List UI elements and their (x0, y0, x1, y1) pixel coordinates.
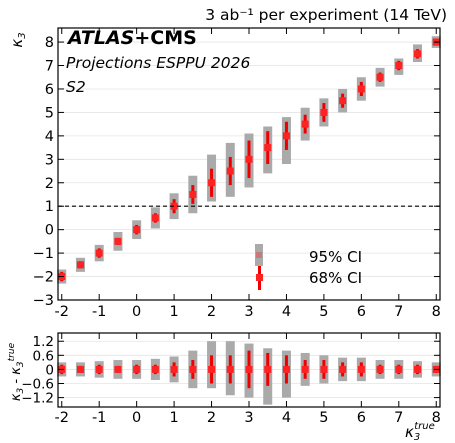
main-x-tick-label: 6 (357, 304, 366, 320)
main-x-tick-label: 0 (132, 304, 141, 320)
x-tick-label: 4 (282, 410, 291, 426)
x-tick-label: -1 (92, 410, 106, 426)
main-x-tick-label: -2 (55, 304, 69, 320)
main-ytick-label: 0 (45, 223, 54, 239)
res-point (301, 365, 309, 373)
atlas-label: ATLAS+CMS (66, 27, 197, 49)
res-point (151, 365, 159, 373)
main-x-tick-label: 1 (169, 304, 178, 320)
residual-y-axis-label: κ3 - κ3true (7, 342, 26, 401)
res-point (395, 365, 403, 373)
res-point (170, 365, 178, 373)
main-ytick-label: −1 (33, 246, 54, 262)
scenario-label: S2 (66, 78, 86, 96)
main-point (189, 190, 197, 198)
res-point (189, 365, 197, 373)
main-point (320, 108, 328, 116)
res-point (208, 365, 216, 373)
main-y-axis-label: κ3 (8, 32, 28, 47)
x-tick-label: 3 (244, 410, 253, 426)
main-ytick-label: −3 (33, 293, 54, 309)
x-tick-label: 0 (132, 410, 141, 426)
main-x-tick-label: 5 (319, 304, 328, 320)
res-point (339, 365, 347, 373)
main-point (170, 202, 178, 210)
res-point (76, 365, 84, 373)
res-point (414, 365, 422, 373)
energy-label: 3 ab⁻¹ per experiment (14 TeV) (205, 6, 447, 24)
main-ytick-label: −2 (33, 270, 54, 286)
main-x-tick-label: 4 (282, 304, 291, 320)
main-point (264, 144, 272, 152)
main-point (114, 237, 122, 245)
main-ytick-label: 8 (45, 35, 54, 51)
main-ytick-label: 2 (45, 176, 54, 192)
main-ytick-label: 1 (45, 199, 54, 215)
main-x-tick-label: 7 (394, 304, 403, 320)
x-axis-label: κ3true (405, 421, 435, 443)
main-ytick-label: 6 (45, 82, 54, 98)
main-point (226, 167, 234, 175)
main-point (282, 132, 290, 140)
legend-ci95-marker (256, 252, 262, 258)
x-tick-label: 6 (357, 410, 366, 426)
res-point (114, 365, 122, 373)
x-tick-label: 8 (432, 410, 441, 426)
main-x-tick-label: 2 (207, 304, 216, 320)
legend-ci68-label: 68% CI (309, 269, 362, 287)
legend-ci68-marker (256, 274, 263, 281)
main-point (245, 155, 253, 163)
res-ytick-label: 0 (45, 362, 54, 378)
res-ytick-label: −0.6 (21, 377, 54, 393)
res-point (226, 365, 234, 373)
main-point (395, 62, 403, 70)
main-point (339, 97, 347, 105)
res-point (264, 365, 272, 373)
res-point (357, 365, 365, 373)
x-tick-label: -2 (55, 410, 69, 426)
residual-markers (58, 365, 440, 373)
x-tick-label: 7 (394, 410, 403, 426)
main-x-tick-label: 8 (432, 304, 441, 320)
res-point (245, 365, 253, 373)
res-point (320, 365, 328, 373)
residual-x-ticks: -2 -1 0 1 2 3 4 5 6 7 8 (55, 410, 441, 426)
res-ytick-label: 1.2 (33, 334, 54, 350)
main-point (208, 179, 216, 187)
main-ytick-label: 3 (45, 152, 54, 168)
main-point (301, 120, 309, 128)
main-point (357, 85, 365, 93)
legend: 95% CI 68% CI (255, 244, 362, 290)
main-point (414, 50, 422, 58)
res-point (133, 365, 141, 373)
res-point (376, 365, 384, 373)
main-x-tick-label: 3 (244, 304, 253, 320)
main-point (95, 249, 103, 257)
res-ytick-label: −1.2 (21, 391, 54, 407)
main-point (376, 73, 384, 81)
legend-ci95-label: 95% CI (309, 248, 362, 266)
main-point (133, 226, 141, 234)
res-point (95, 365, 103, 373)
main-ytick-label: 4 (45, 129, 54, 145)
res-point (282, 365, 290, 373)
residual-y-ticks: −1.2−0.600.61.2 (21, 333, 440, 407)
x-tick-label: 1 (169, 410, 178, 426)
main-ytick-label: 5 (45, 105, 54, 121)
main-y-ticks: −3 −2 −1 0 1 2 3 4 5 6 7 8 -2 -1 0 1 2 3 4 5 6 7 8 (33, 28, 441, 320)
main-point (151, 214, 159, 222)
main-point (76, 261, 84, 269)
res-ytick-label: 0.6 (33, 348, 54, 364)
main-ytick-label: 7 (45, 59, 54, 75)
x-tick-label: 2 (207, 410, 216, 426)
main-x-tick-label: -1 (92, 304, 106, 320)
projections-label: Projections ESPPU 2026 (66, 54, 250, 72)
x-tick-label: 5 (319, 410, 328, 426)
legend-ci95-swatch (255, 244, 263, 266)
